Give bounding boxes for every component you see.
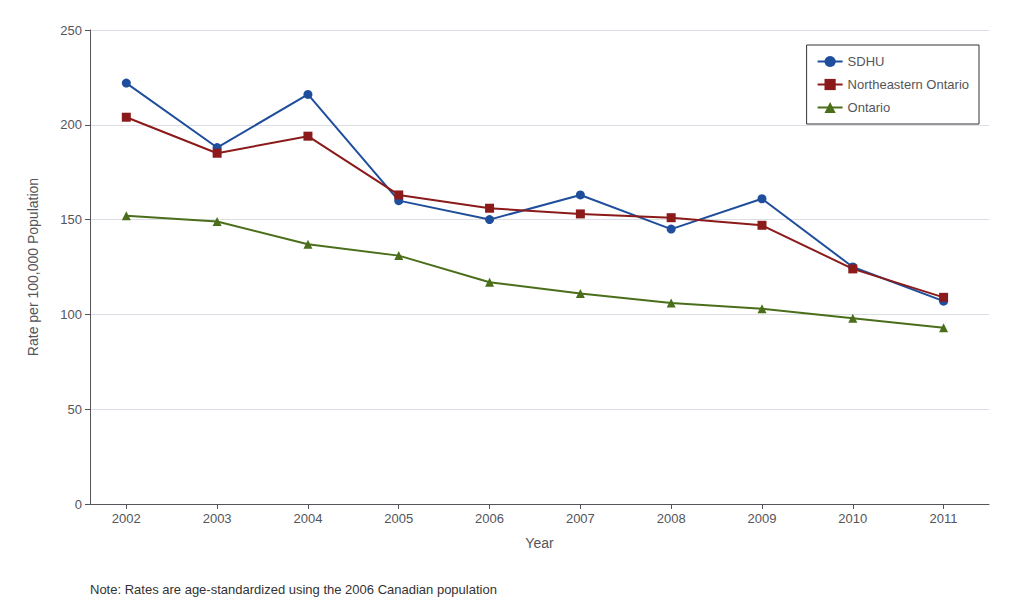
svg-text:2003: 2003 — [203, 511, 232, 526]
svg-text:2009: 2009 — [748, 511, 777, 526]
svg-text:SDHU: SDHU — [848, 54, 885, 69]
svg-text:50: 50 — [68, 402, 82, 417]
svg-text:2008: 2008 — [657, 511, 686, 526]
svg-text:2005: 2005 — [384, 511, 413, 526]
svg-text:2010: 2010 — [838, 511, 867, 526]
svg-text:2011: 2011 — [930, 511, 958, 526]
svg-text:150: 150 — [60, 212, 82, 227]
svg-text:2007: 2007 — [566, 511, 595, 526]
svg-text:2006: 2006 — [475, 511, 504, 526]
svg-text:Ontario: Ontario — [848, 100, 891, 115]
svg-text:Note: Rates are age-standardiz: Note: Rates are age-standardized using t… — [90, 582, 497, 597]
svg-text:Rate per 100,000 Population: Rate per 100,000 Population — [25, 178, 41, 356]
svg-text:Northeastern Ontario: Northeastern Ontario — [848, 77, 969, 92]
svg-text:100: 100 — [60, 307, 82, 322]
svg-text:250: 250 — [60, 23, 82, 38]
svg-text:2004: 2004 — [293, 511, 322, 526]
svg-text:200: 200 — [60, 117, 82, 132]
svg-text:2002: 2002 — [112, 511, 141, 526]
svg-text:Year: Year — [525, 535, 554, 551]
svg-text:0: 0 — [75, 497, 82, 512]
